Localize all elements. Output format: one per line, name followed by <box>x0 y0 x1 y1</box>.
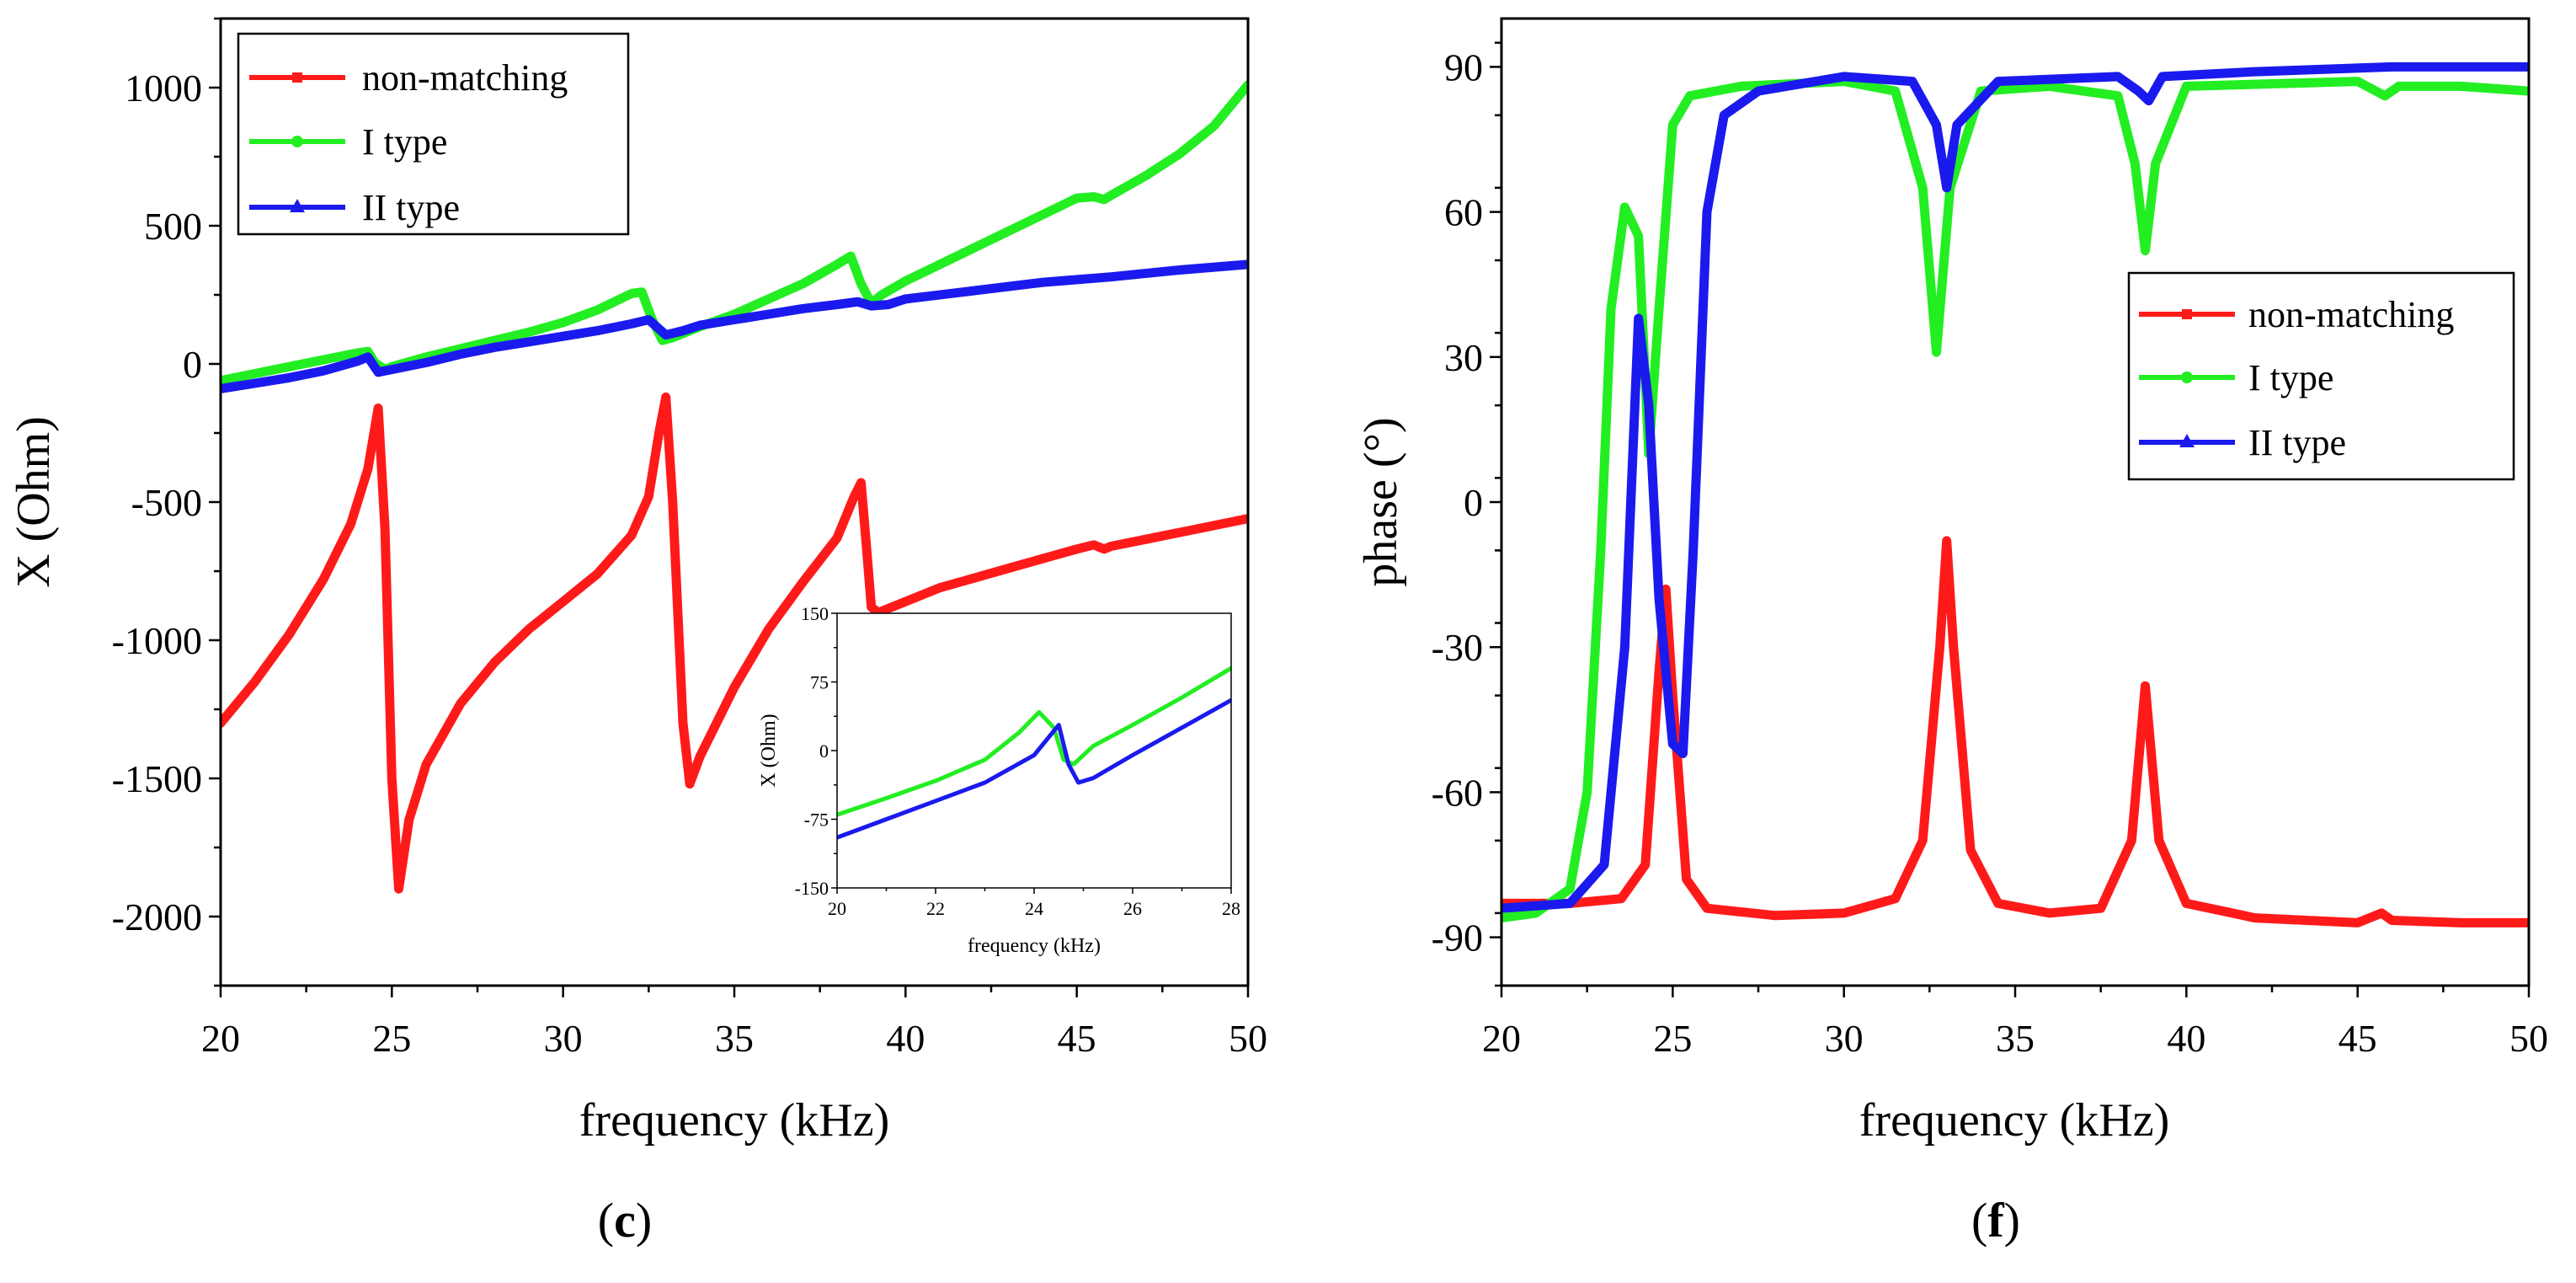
chart-f-x-axis: 20 25 30 35 40 45 50 <box>1482 986 2548 1060</box>
inset-x-axis-title: frequency (kHz) <box>968 935 1101 957</box>
x-tick-label: 45 <box>2339 1017 2377 1060</box>
chart-f-legend-item-i-type: I type <box>2139 357 2333 398</box>
chart-c-inset: 20 22 24 26 28 -150 -75 0 75 150 frequency (kHz)… <box>758 603 1240 957</box>
inset-background <box>837 613 1231 888</box>
chart-c-y-axis-title: X (Ohm) <box>8 416 60 588</box>
x-tick-label: 35 <box>1996 1017 2035 1060</box>
y-tick-label: 90 <box>1444 45 1483 88</box>
y-tick-label: 30 <box>1444 336 1483 379</box>
y-tick-label: -500 <box>131 481 202 524</box>
chart-c-legend-item-i-type: I type <box>249 121 447 163</box>
y-tick-label: -2000 <box>112 895 202 938</box>
chart-c-y-axis: -2000 -1500 -1000 -500 0 500 1000 <box>112 17 221 987</box>
inset-series-lines <box>837 666 1231 840</box>
legend-marker-triangle <box>2179 434 2195 447</box>
legend-marker-square <box>292 72 302 83</box>
x-tick-label: 20 <box>201 1017 240 1060</box>
chart-f-y-axis-title: phase (°) <box>1355 417 1407 586</box>
inset-x-axis: 20 22 24 26 28 <box>828 888 1240 919</box>
chart-f-x-axis-title: frequency (kHz) <box>1859 1094 2169 1147</box>
panel-label-f-letter: f <box>1987 1193 2004 1248</box>
y-tick-label: -30 <box>1432 626 1483 669</box>
chart-c-legend-item-non-matching: non-matching <box>249 57 568 99</box>
y-tick-label: 150 <box>801 603 829 624</box>
y-tick-label: -150 <box>795 878 829 899</box>
x-tick-label: 26 <box>1123 898 1142 919</box>
legend-label-ii-type: II type <box>2248 422 2346 463</box>
x-tick-label: 50 <box>1229 1017 1267 1060</box>
x-tick-label: 45 <box>1058 1017 1096 1060</box>
x-tick-label: 25 <box>372 1017 411 1060</box>
y-tick-label: 0 <box>1464 481 1483 524</box>
chart-f-y-axis: -90 -60 -30 0 30 60 90 <box>1432 41 1501 987</box>
x-tick-label: 30 <box>1825 1017 1864 1060</box>
legend-marker-circle <box>2181 372 2193 383</box>
y-tick-label: 0 <box>183 343 202 386</box>
y-tick-label: 75 <box>810 672 829 693</box>
panel-label-c-letter: c <box>614 1193 636 1248</box>
chart-c-series-lines <box>221 80 1248 894</box>
y-tick-label: 500 <box>144 205 202 248</box>
chart-f-legend-item-ii-type: II type <box>2139 422 2346 463</box>
x-tick-label: 28 <box>1222 898 1240 919</box>
x-tick-label: 40 <box>2167 1017 2205 1060</box>
y-tick-label: -1000 <box>112 619 202 662</box>
series-line-ii-type <box>1501 61 2529 913</box>
x-tick-label: 30 <box>544 1017 583 1060</box>
chart-c-legend-box <box>237 32 630 236</box>
series-line-ii-type <box>837 698 1231 840</box>
legend-label-i-type: I type <box>362 121 447 163</box>
y-tick-label: -1500 <box>112 757 202 800</box>
panel-label-f: (f) <box>1971 1193 2020 1248</box>
chart-c-x-axis-title: frequency (kHz) <box>579 1094 889 1147</box>
series-line-i-type <box>1501 77 2529 923</box>
series-line-non-matching <box>1501 536 2529 928</box>
chart-f-legend: non-matching I type II type <box>2127 271 2515 481</box>
x-tick-label: 22 <box>926 898 945 919</box>
x-tick-label: 40 <box>886 1017 925 1060</box>
chart-c-legend: non-matching I type II type <box>237 32 630 236</box>
x-tick-label: 20 <box>828 898 846 919</box>
legend-marker-circle <box>291 136 303 147</box>
x-tick-label: 20 <box>1482 1017 1521 1060</box>
legend-marker-triangle <box>290 199 305 212</box>
legend-marker-square <box>2182 309 2192 319</box>
chart-c-legend-item-ii-type: II type <box>249 187 460 228</box>
chart-c-x-axis: 20 25 30 35 40 45 50 <box>201 986 1267 1060</box>
chart-f-legend-item-non-matching: non-matching <box>2139 294 2454 335</box>
legend-label-non-matching: non-matching <box>362 57 568 99</box>
inset-y-axis: -150 -75 0 75 150 <box>795 603 837 899</box>
chart-panel-c: 20 25 30 35 40 45 50 -2000-1500-1000-500050010… <box>8 17 1267 1248</box>
series-line-i-type <box>837 666 1231 817</box>
y-tick-label: 1000 <box>125 67 202 110</box>
series-line-non-matching <box>221 392 1248 894</box>
x-tick-label: 50 <box>2509 1017 2548 1060</box>
series-line-ii-type <box>221 259 1248 393</box>
panel-label-c: (c) <box>598 1193 652 1248</box>
legend-label-non-matching: non-matching <box>2248 294 2454 335</box>
y-tick-label: 0 <box>819 740 829 762</box>
inset-y-axis-title: X (Ohm) <box>758 714 780 787</box>
legend-label-i-type: I type <box>2248 357 2333 398</box>
x-tick-label: 24 <box>1025 898 1043 919</box>
x-tick-label: 25 <box>1653 1017 1692 1060</box>
chart-panel-f: 20 25 30 35 40 45 50 -90 -60 -30 0 30 60 90 frequenc… <box>1355 17 2548 1248</box>
y-tick-label: -90 <box>1432 917 1483 960</box>
y-tick-label: -60 <box>1432 771 1483 814</box>
legend-label-ii-type: II type <box>362 187 460 228</box>
x-tick-label: 35 <box>715 1017 754 1060</box>
y-tick-label: 60 <box>1444 191 1483 234</box>
y-tick-label: -75 <box>804 810 829 831</box>
chart-f-series-lines <box>1501 61 2529 928</box>
